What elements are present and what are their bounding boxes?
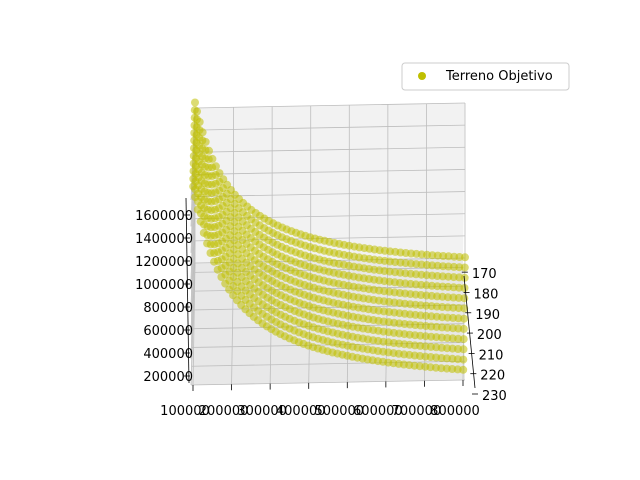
- data-points: [189, 98, 469, 374]
- z-tick-label: 600000: [143, 324, 193, 339]
- data-point: [460, 273, 469, 282]
- y-tick-label: 190: [475, 308, 500, 323]
- z-tick-label: 400000: [143, 347, 193, 362]
- data-point: [189, 151, 198, 160]
- x-tick-label: 100000: [160, 404, 210, 419]
- data-point: [461, 253, 469, 262]
- x-tick-label: 600000: [353, 404, 403, 419]
- data-point: [196, 217, 205, 226]
- legend-box: [401, 62, 570, 91]
- data-point: [191, 98, 199, 107]
- y-tick-label: 210: [479, 348, 504, 363]
- grid-line-z: [194, 102, 466, 109]
- legend: Terreno Objetivo: [401, 62, 570, 91]
- x-tick-label: 800000: [430, 404, 480, 419]
- data-point: [460, 284, 469, 292]
- grid-line-z: [194, 146, 466, 153]
- y-axis-ticks: 170 180 190 200 210 220 230: [461, 267, 507, 404]
- y-axis-line: [463, 275, 476, 389]
- data-point: [459, 324, 468, 333]
- data-point: [225, 285, 234, 294]
- y-tick-label: 170: [472, 267, 497, 282]
- data-point: [189, 182, 198, 191]
- x-tick-label: 700000: [392, 404, 442, 419]
- grid-line-z-side: [190, 240, 196, 359]
- data-point: [189, 159, 198, 168]
- data-point: [190, 136, 199, 145]
- data-point: [460, 314, 468, 323]
- y-tick-label: 230: [482, 389, 507, 404]
- z-axis-ticks: 200000 400000 600000 800000 1000000 1200000 14…: [135, 197, 193, 385]
- data-point: [189, 174, 198, 183]
- data-point: [459, 345, 468, 354]
- data-point: [193, 205, 202, 214]
- z-tick-label: 1600000: [135, 209, 193, 224]
- grid-line-x-floor: [346, 260, 350, 383]
- data-point: [460, 263, 469, 272]
- z-tick-label: 200000: [143, 370, 193, 385]
- z-tick-label: 800000: [143, 301, 193, 316]
- data-point: [199, 228, 208, 237]
- x-tick-label: 200000: [199, 404, 249, 419]
- legend-label: Terreno Objetivo: [445, 69, 553, 84]
- grid-line-x-floor: [308, 260, 312, 383]
- z-tick-label: 1200000: [135, 255, 193, 270]
- legend-marker: [418, 72, 426, 80]
- data-point: [190, 106, 199, 115]
- data-point: [459, 335, 468, 344]
- data-point: [203, 239, 212, 248]
- data-point: [460, 294, 469, 303]
- x-tick-label: 300000: [237, 404, 287, 419]
- grid-line-z: [194, 124, 466, 131]
- data-point: [191, 193, 200, 202]
- data-point: [459, 365, 468, 374]
- x-axis-ticks: 1000002000003000004000005000006000007000…: [160, 380, 480, 419]
- data-point: [221, 279, 230, 288]
- grid-line-z-side: [190, 262, 196, 386]
- y-tick-label: 180: [474, 287, 499, 302]
- data-point: [206, 249, 215, 257]
- data-point: [189, 167, 198, 176]
- grid-line-y: [190, 379, 466, 386]
- data-point: [460, 304, 469, 313]
- x-tick-label: 400000: [276, 404, 326, 419]
- data-point: [190, 113, 199, 122]
- grid-line-z: [194, 169, 466, 175]
- grid-line-y: [191, 360, 465, 367]
- z-tick-label: 1000000: [135, 278, 193, 293]
- grid-line-z-side: [190, 218, 196, 333]
- y-tick-label: 220: [480, 369, 505, 384]
- data-point: [190, 129, 199, 137]
- data-point: [190, 121, 199, 130]
- data-point: [459, 355, 468, 364]
- data-point: [213, 265, 222, 274]
- data-point: [210, 257, 219, 266]
- data-point: [190, 144, 198, 153]
- y-tick-label: 200: [477, 328, 502, 343]
- z-tick-label: 1400000: [135, 232, 193, 247]
- grid-line-z-side: [190, 196, 196, 306]
- x-tick-label: 500000: [314, 404, 364, 419]
- z-axis-line: [185, 197, 190, 384]
- data-point: [217, 273, 226, 281]
